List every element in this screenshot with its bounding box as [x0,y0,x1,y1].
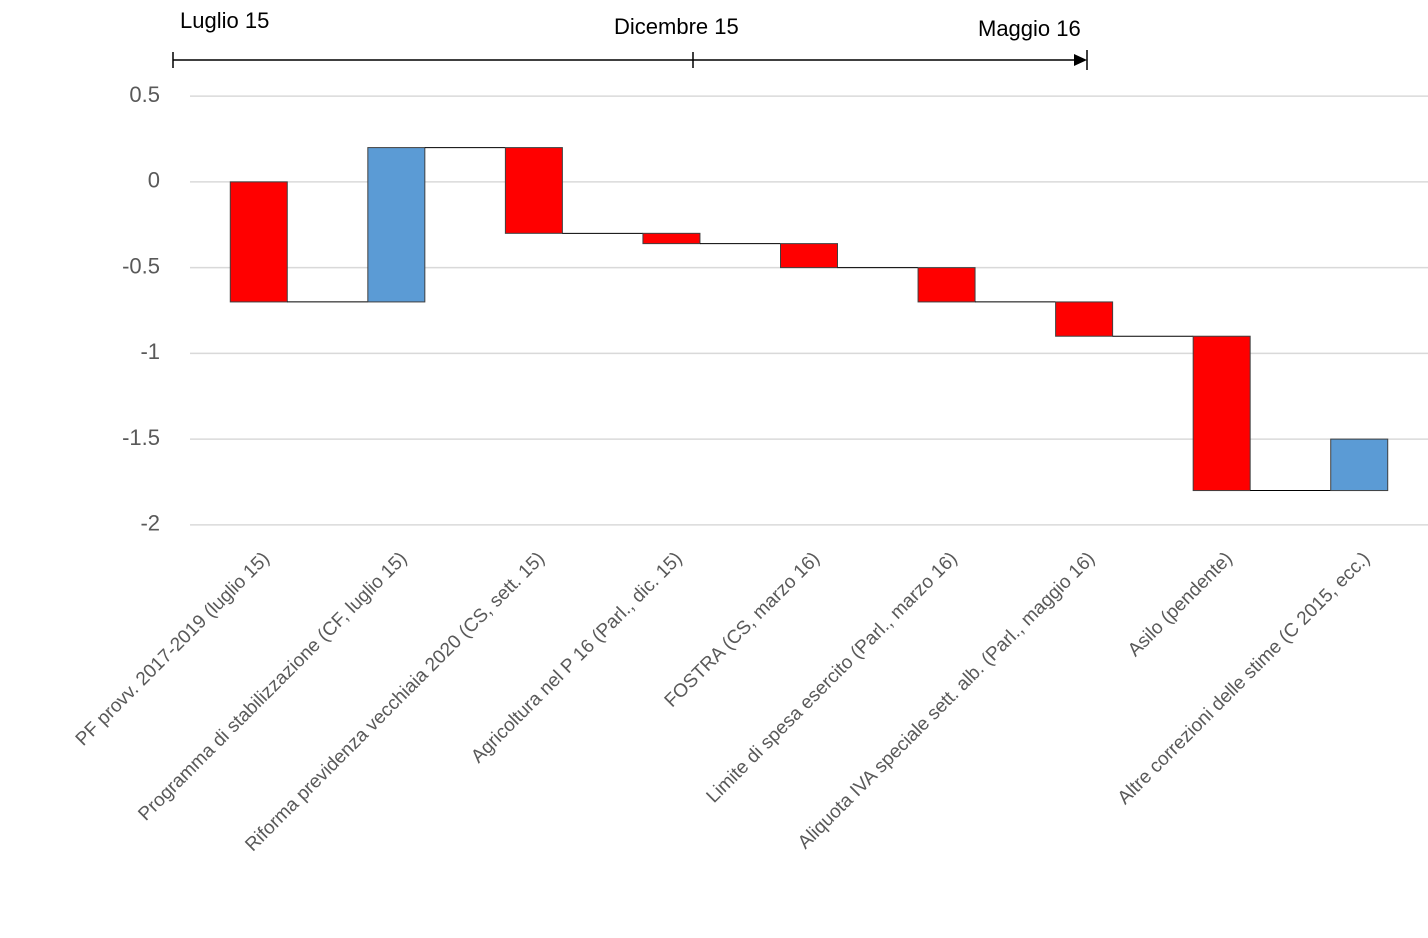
bar [504,147,563,234]
y-tick-label: -1 [140,339,160,364]
timeline-label: Dicembre 15 [614,14,739,39]
x-tick-label: Riforma previdenza vecchiaia 2020 (CS, s… [241,548,549,856]
timeline-label: Maggio 16 [978,16,1081,41]
bar [367,147,426,303]
bar [229,181,288,303]
y-tick-label: -0.5 [122,253,160,278]
bar [780,243,838,269]
bar [1055,301,1114,337]
bar [1192,335,1251,492]
bar [1330,438,1389,492]
bar [642,232,701,245]
x-tick-label: Limite di spesa esercito (Parl., marzo 1… [703,548,962,807]
bar [917,267,976,303]
y-tick-label: 0.5 [129,82,160,107]
x-tick-label: Altre correzioni delle stime (C 2015, ec… [1114,548,1375,809]
timeline: Luglio 15 Dicembre 15 Maggio 16 [172,8,1088,70]
x-tick-label: Asilo (pendente) [1124,548,1237,661]
y-tick-label: 0 [148,168,160,193]
x-tick-label: Aliquota IVA speciale sett. alb. (Parl.,… [794,548,1099,853]
y-tick-label: -1.5 [122,425,160,450]
x-tick-label: FOSTRA (CS, marzo 16) [661,548,824,711]
timeline-label: Luglio 15 [180,8,269,33]
y-tick-label: -2 [140,511,160,536]
timeline-arrow [1074,54,1087,66]
x-tick-label: Programma di stabilizzazione (CF, luglio… [134,548,411,825]
